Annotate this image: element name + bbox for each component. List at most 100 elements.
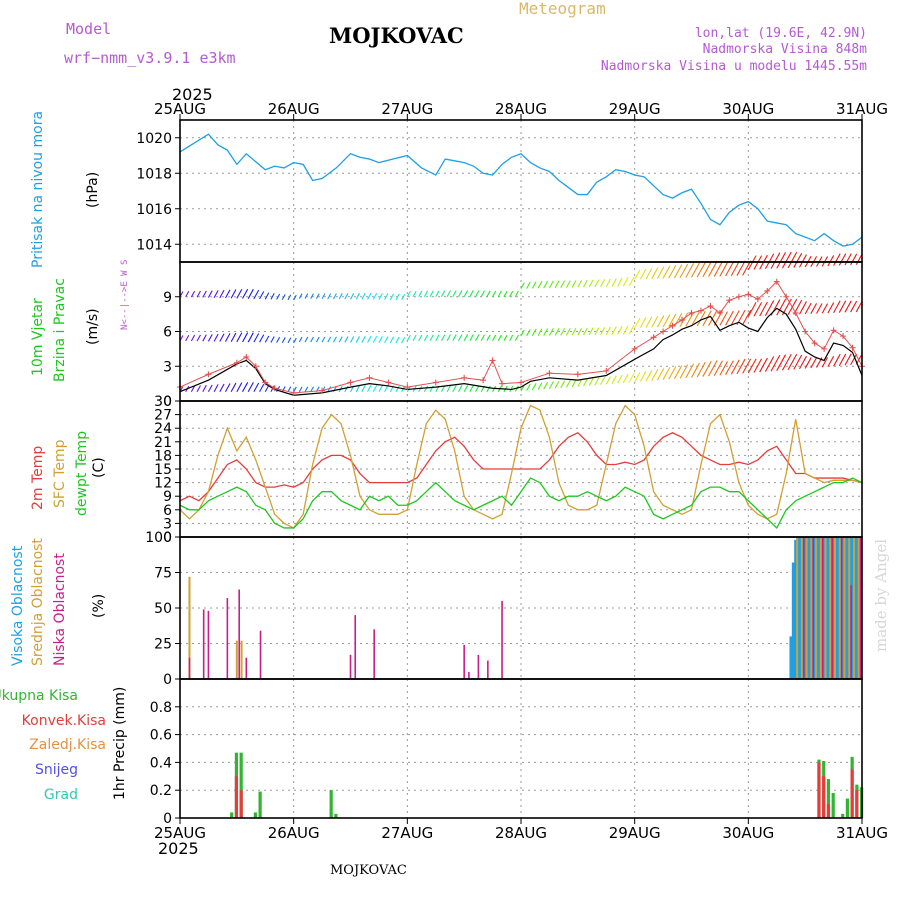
gust-marker [849, 344, 856, 351]
gust-marker [480, 377, 487, 384]
wind-barb [395, 293, 400, 301]
wind-barb [224, 289, 231, 299]
wind-barb [611, 278, 617, 287]
wind-barb [645, 370, 653, 382]
wind-barb [332, 293, 337, 300]
wind-barb [548, 328, 554, 336]
low-cloud-bar [373, 629, 375, 679]
precip-total-bar [253, 812, 257, 818]
wind-barb [736, 358, 746, 375]
wind-speed-line [179, 307, 863, 396]
wind-barb [281, 386, 286, 392]
wind-barb [554, 328, 560, 336]
wind-barb [247, 382, 254, 392]
mid-cloud-bar [810, 537, 813, 679]
low-cloud-bar [207, 610, 210, 679]
axis-layer: 25AUG 25AUG 26AUG 26AUG 27AUG 27AUG 28AUG 28AUG… [136, 100, 888, 842]
low-cloud-bar [477, 654, 480, 679]
gust-marker [716, 309, 723, 316]
wind-barb [702, 261, 712, 278]
wind-barb [276, 336, 281, 343]
high-cloud-bar [817, 537, 821, 679]
footer-station: MOJKOVAC [330, 863, 407, 878]
wind-barb [310, 386, 314, 392]
x-tick-label-bottom: 29AUG [609, 824, 661, 842]
wind-barb [446, 385, 451, 392]
wind-barb [656, 368, 665, 381]
wind-title: 10m Vjetar [30, 298, 46, 376]
y-tick-label: 3 [163, 359, 172, 375]
wind-barb [440, 385, 446, 392]
wind-barb [219, 289, 225, 299]
y-tick-label: 1018 [136, 166, 172, 182]
wind-barb [514, 334, 519, 342]
wind-barb [588, 378, 594, 386]
wind-barb [355, 336, 361, 343]
wind-barb [344, 336, 349, 343]
wind-barb [725, 310, 734, 326]
coords-label: lon,lat (19.6E, 42.9N) [695, 26, 867, 41]
mid-cloud-bar [188, 576, 191, 679]
wind-barb [571, 327, 577, 336]
x-tick-label-top: 25AUG [154, 100, 206, 118]
panel-frame [179, 678, 863, 819]
wind-barb [315, 293, 320, 299]
precip-ylabel: 1hr Precip (mm) [112, 687, 128, 800]
x-tick-label-bottom: 30AUG [722, 824, 774, 842]
wind-barb [281, 294, 286, 300]
x-tick-label-top: 30AUG [722, 100, 774, 118]
wind-barb [304, 386, 309, 392]
gust-marker [669, 322, 676, 329]
mid-cloud-bar [796, 537, 799, 679]
wind-barb [446, 290, 451, 298]
wind-barb [418, 290, 423, 298]
wind-barb [458, 334, 463, 342]
mid-cloud-bar [857, 537, 860, 679]
high-cloud-bar [791, 562, 795, 679]
gust-marker [792, 309, 799, 316]
wind-barb [338, 336, 343, 343]
precip-conv-bar [239, 790, 243, 818]
data-layer [177, 133, 865, 818]
gust-marker [603, 367, 610, 374]
wind-barb [219, 333, 225, 342]
wind-barb [702, 360, 712, 377]
wind-barb [662, 314, 671, 328]
wind-barb [463, 290, 469, 298]
wind-barb [810, 357, 818, 369]
wind-barb [367, 292, 372, 300]
mid-cloud-bar [838, 537, 841, 679]
wind-barb [827, 255, 835, 267]
wind-barb [548, 381, 554, 389]
wind-barb [276, 293, 281, 300]
wind-barb [691, 262, 700, 278]
precip-conv-bar [850, 769, 854, 818]
wind-barb [480, 334, 486, 342]
low-cloud-bar [463, 644, 465, 679]
wind-barb [821, 357, 829, 368]
precip-conv-bar [822, 776, 826, 818]
wind-barb [321, 336, 326, 343]
pressure-title: Pritisak na nivou mora [30, 111, 46, 268]
mid-cloud-bar [824, 537, 827, 679]
dewpt-line [179, 477, 863, 530]
wind-barb [634, 317, 641, 329]
gust-marker [697, 307, 704, 314]
wind-barb [617, 325, 623, 335]
wind-barb [486, 290, 491, 298]
wind-barb [787, 353, 798, 371]
mid-cloud-bar [834, 537, 837, 679]
x-tick-label-bottom: 28AUG [495, 824, 547, 842]
low-cloud-bar [812, 537, 815, 679]
wind-barb [696, 261, 706, 278]
wind-barb [850, 353, 858, 366]
wind-barb [350, 336, 355, 343]
watermark: made by Angel [872, 539, 890, 652]
x-tick-label-top: 26AUG [268, 100, 320, 118]
wind-barb [503, 334, 508, 342]
wind-barb [600, 279, 606, 288]
wind-barb [492, 334, 497, 342]
wind-barb [583, 378, 588, 387]
y-tick-label: 25 [154, 637, 172, 653]
wind-compass: N<--|-->E W S [120, 260, 130, 330]
